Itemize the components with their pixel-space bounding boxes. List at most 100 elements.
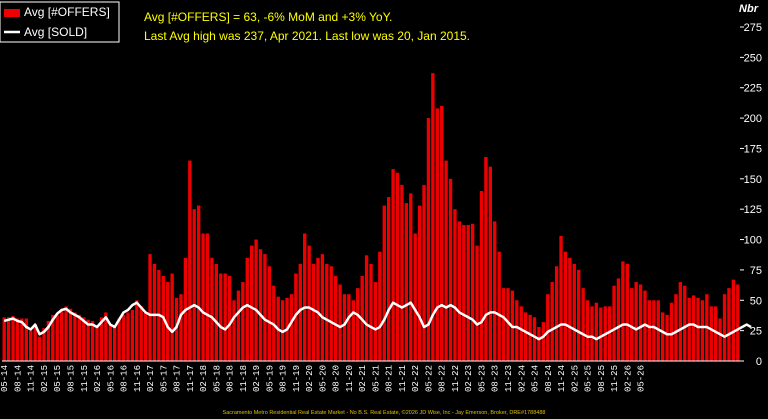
offers-bar bbox=[241, 282, 245, 361]
footer-credit: Sacramento Metro Residential Real Estate… bbox=[223, 409, 546, 416]
x-tick-label: 11-16 bbox=[133, 365, 143, 392]
x-tick-label: 05-17 bbox=[159, 365, 169, 392]
offers-bar bbox=[373, 282, 378, 361]
offers-bar bbox=[29, 330, 33, 361]
x-tick-label: 05-22 bbox=[424, 365, 434, 392]
x-tick-label: 05-15 bbox=[53, 365, 63, 392]
x-tick-label: 08-25 bbox=[597, 365, 607, 392]
offers-bar bbox=[417, 205, 422, 361]
offers-bar bbox=[678, 282, 683, 361]
offers-bar bbox=[364, 255, 369, 361]
x-tick-label: 11-18 bbox=[239, 365, 249, 392]
offers-bar bbox=[338, 284, 342, 361]
offers-bar bbox=[219, 273, 223, 361]
x-tick-label: 05-24 bbox=[531, 365, 541, 392]
offers-bar bbox=[722, 294, 727, 361]
offers-bar bbox=[554, 266, 559, 361]
offers-bar bbox=[404, 203, 409, 361]
offers-bar bbox=[475, 245, 479, 361]
offers-bar bbox=[546, 294, 550, 361]
x-tick-label: 05-26 bbox=[637, 365, 647, 392]
y-tick-label: 0 bbox=[756, 356, 762, 368]
offers-bar bbox=[90, 320, 95, 361]
offers-bar bbox=[356, 288, 360, 361]
offers-bar bbox=[506, 288, 510, 361]
offers-bar bbox=[634, 282, 638, 361]
offers-bar bbox=[121, 314, 126, 361]
x-tick-label: 02-20 bbox=[305, 365, 315, 392]
offers-bar bbox=[104, 312, 108, 361]
x-tick-label: 11-25 bbox=[610, 365, 620, 392]
x-tick-label: 08-21 bbox=[385, 365, 395, 392]
offers-bar bbox=[232, 300, 236, 361]
offers-bar bbox=[431, 73, 435, 362]
offers-bar bbox=[320, 254, 325, 361]
offers-bar bbox=[37, 336, 42, 361]
offers-bar bbox=[700, 300, 705, 361]
offers-bar bbox=[621, 261, 625, 361]
offers-bar bbox=[166, 282, 170, 361]
offers-bar bbox=[188, 160, 192, 361]
y-tick-label: 125 bbox=[744, 204, 762, 216]
offers-bar bbox=[718, 318, 722, 361]
offers-bar bbox=[660, 312, 665, 361]
y-tick-label: 100 bbox=[744, 235, 762, 247]
offers-bar bbox=[316, 257, 320, 361]
offers-bar bbox=[559, 235, 563, 361]
offers-bar bbox=[223, 273, 227, 361]
offers-bar bbox=[245, 257, 249, 361]
offers-bar bbox=[294, 273, 298, 361]
x-tick-label: 02-25 bbox=[570, 365, 580, 392]
x-tick-label: 05-20 bbox=[318, 365, 328, 392]
offers-bar bbox=[466, 224, 470, 361]
offers-bar bbox=[550, 282, 554, 361]
offers-bar bbox=[599, 307, 603, 361]
x-tick-label: 05-18 bbox=[212, 365, 222, 392]
x-tick-label: 11-23 bbox=[504, 365, 514, 392]
offers-bar bbox=[130, 309, 135, 361]
offers-bar bbox=[139, 306, 143, 361]
x-tick-label: 08-16 bbox=[120, 365, 130, 392]
y-axis-label: Nbr bbox=[739, 3, 759, 15]
offers-bar bbox=[691, 295, 696, 361]
offers-bar bbox=[382, 205, 386, 361]
offers-bar bbox=[532, 317, 537, 361]
offers-bar bbox=[630, 288, 634, 361]
y-tick-label: 150 bbox=[744, 174, 762, 186]
offers-bar bbox=[148, 254, 152, 361]
offers-bar bbox=[497, 251, 501, 361]
sold-line bbox=[3, 301, 752, 341]
offers-bar bbox=[46, 320, 51, 361]
offers-bar bbox=[607, 306, 612, 361]
x-tick-label: 02-15 bbox=[40, 365, 50, 392]
offers-bar bbox=[68, 308, 73, 361]
offers-bar bbox=[20, 318, 24, 361]
offers-bar bbox=[15, 318, 20, 361]
offers-bar bbox=[95, 326, 99, 361]
offers-bar bbox=[179, 294, 183, 361]
offers-bar bbox=[669, 302, 674, 361]
offers-bar bbox=[727, 288, 731, 361]
x-tick-label: 05-23 bbox=[477, 365, 487, 392]
x-tick-label: 11-15 bbox=[80, 365, 90, 392]
x-tick-label: 05-21 bbox=[371, 365, 381, 392]
offers-bar bbox=[563, 251, 568, 361]
offers-bar bbox=[523, 312, 528, 361]
offers-bar bbox=[409, 193, 413, 361]
offers-bar bbox=[347, 294, 351, 361]
offers-bar bbox=[325, 263, 329, 361]
offers-bar bbox=[329, 266, 333, 361]
offers-bar bbox=[519, 306, 523, 361]
x-tick-label: 11-19 bbox=[292, 365, 302, 392]
x-tick-label: 02-17 bbox=[146, 365, 156, 392]
annotation-current: Avg [#OFFERS] = 63, -6% MoM and +3% YoY. bbox=[144, 10, 392, 24]
x-tick-label: 08-17 bbox=[173, 365, 183, 392]
offers-bar bbox=[453, 209, 457, 361]
offers-bar bbox=[625, 263, 629, 361]
offers-bar bbox=[113, 326, 117, 361]
offers-bar bbox=[683, 285, 687, 361]
offers-bar bbox=[55, 314, 59, 361]
offers-bar bbox=[462, 224, 466, 361]
offers-bar bbox=[289, 294, 294, 361]
offers-bar bbox=[342, 294, 347, 361]
